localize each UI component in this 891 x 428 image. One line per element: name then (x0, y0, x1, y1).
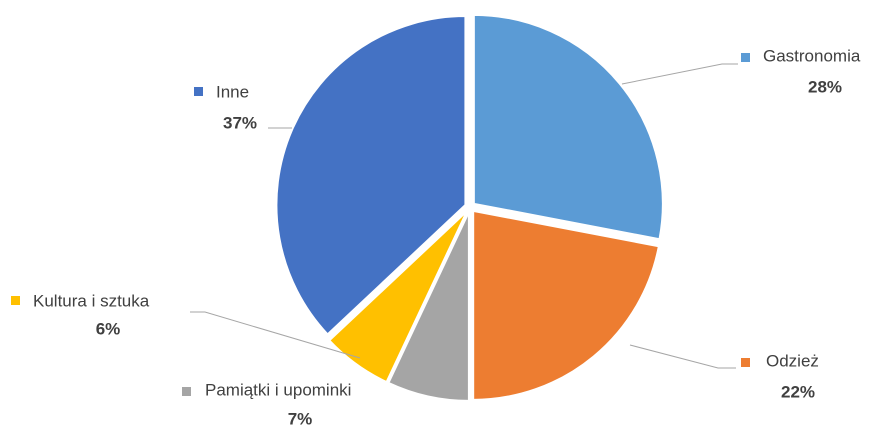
category-label: Odzież (766, 351, 819, 370)
category-label: Inne (216, 82, 249, 101)
pie-slice (472, 209, 661, 401)
leader-line (629, 344, 736, 369)
legend-marker (741, 358, 750, 367)
value-label: 7% (288, 409, 313, 428)
value-label: 37% (223, 113, 257, 132)
value-label: 22% (781, 382, 815, 401)
category-label: Kultura i sztuka (33, 291, 150, 310)
pie-slice (275, 15, 467, 336)
legend-marker (741, 53, 750, 62)
value-label: 28% (808, 77, 842, 96)
pie-slice (472, 13, 664, 241)
legend-marker (194, 87, 203, 96)
legend-marker (11, 296, 20, 305)
pie-slice (387, 211, 470, 402)
legend-marker (182, 387, 191, 396)
pie-slice (327, 210, 468, 384)
category-label: Pamiątki i upominki (205, 380, 351, 399)
value-label: 6% (96, 319, 121, 338)
leader-line (621, 63, 738, 85)
leader-line (190, 311, 361, 359)
category-label: Gastronomia (763, 46, 861, 65)
